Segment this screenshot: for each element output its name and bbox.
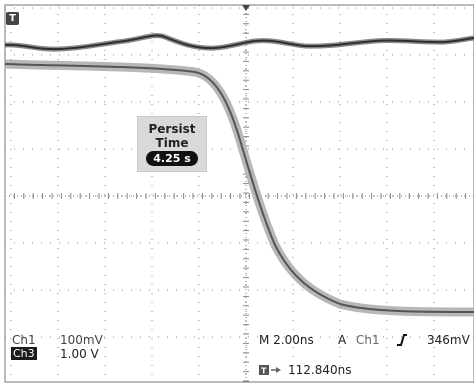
- ch3-label: Ch3: [11, 347, 37, 360]
- trigger-marker-label: T: [9, 13, 16, 24]
- svg-text:T: T: [261, 367, 267, 376]
- acquisition-mode: A: [338, 333, 346, 347]
- persist-subtitle: Time: [138, 136, 206, 150]
- ch3-scale: 1.00 V: [60, 347, 99, 361]
- ch3-trace: [5, 64, 474, 312]
- horizontal-position-value: 112.840ns: [288, 363, 351, 377]
- ch1-label: Ch1: [12, 333, 36, 347]
- trigger-source: Ch1: [356, 333, 380, 347]
- trigger-level-marker-icon: T: [6, 12, 19, 25]
- ch1-scale: 100mV: [60, 333, 103, 347]
- persist-value: 4.25 s: [146, 151, 198, 166]
- persist-title: Persist: [138, 122, 206, 136]
- trigger-position-icon: T: [259, 364, 285, 376]
- timebase-readout: M 2.00ns: [259, 333, 314, 347]
- ch3-trace-persistence: [5, 64, 474, 312]
- rising-edge-icon: [396, 333, 408, 347]
- trigger-level: 346mV: [427, 333, 470, 347]
- persist-time-readout: Persist Time 4.25 s: [137, 116, 207, 172]
